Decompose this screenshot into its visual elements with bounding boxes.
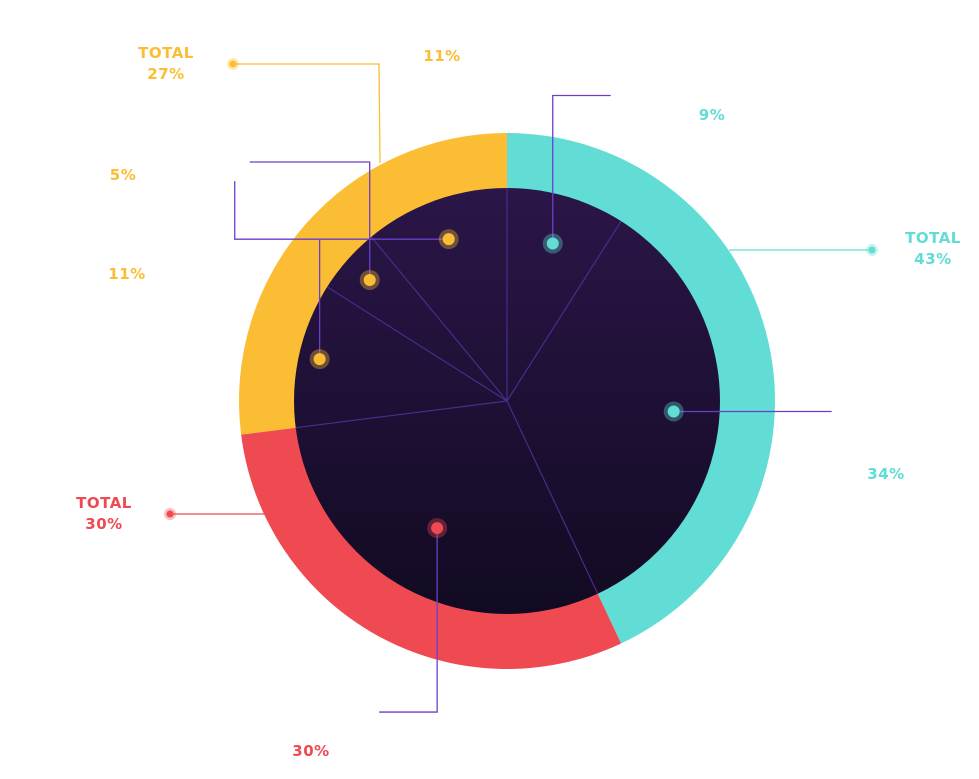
slice-leader-line (249, 161, 371, 280)
slice-leader-line (234, 181, 449, 240)
ring-segment-red (241, 427, 622, 669)
slice-label: 9% (699, 106, 725, 124)
labels: 9% 34% 30% 11% 5% 11% TOTAL 43% TOTAL 30% TOTAL 27% (76, 44, 961, 760)
total-dot-red (166, 510, 174, 518)
ring-segment-yellow (239, 133, 507, 435)
slice-divider (370, 236, 508, 402)
total-dot-yellow (229, 60, 237, 68)
leader-lines (170, 63, 872, 713)
total-dot-teal (868, 246, 876, 254)
slice-divider (295, 400, 508, 429)
total-label-red: TOTAL (76, 494, 132, 512)
slice-marker (546, 237, 559, 250)
slice-divider (326, 286, 508, 402)
slice-marker (313, 353, 326, 366)
total-value-yellow: 27% (147, 65, 184, 83)
slice-label: 30% (292, 742, 329, 760)
slice-leader-line (552, 94, 611, 244)
slice-label: 11% (423, 47, 460, 65)
slice-marker (363, 273, 376, 286)
slice-label: 5% (110, 166, 136, 184)
outer-ring (239, 133, 775, 669)
total-leader-line-yellow (233, 63, 381, 164)
slice-divider (506, 400, 599, 594)
slice-label: 34% (867, 465, 904, 483)
slice-divider (506, 220, 622, 402)
slice-leader-line (379, 528, 438, 713)
ring-segment-teal (507, 133, 775, 644)
slice-markers (164, 58, 878, 539)
slice-dividers (295, 188, 622, 594)
slice-marker (431, 522, 444, 535)
slice-marker (667, 405, 680, 418)
total-value-teal: 43% (914, 250, 951, 268)
slice-marker (442, 233, 455, 246)
slice-label: 11% (108, 265, 145, 283)
total-value-red: 30% (85, 515, 122, 533)
total-label-yellow: TOTAL (138, 44, 194, 62)
total-label-teal: TOTAL (905, 229, 961, 247)
